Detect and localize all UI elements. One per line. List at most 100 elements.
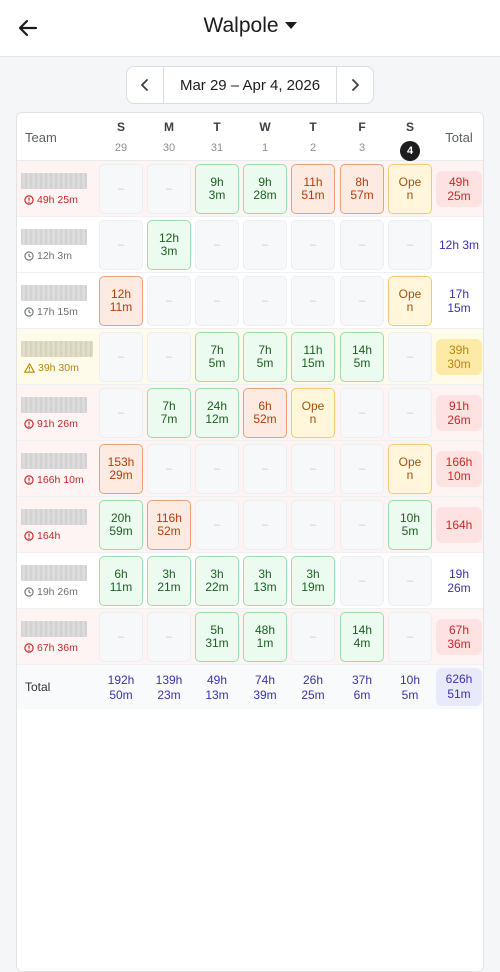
- shift-cell[interactable]: 11h 15m: [291, 332, 335, 382]
- open-shift-cell[interactable]: Ope n: [388, 444, 432, 494]
- empty-shift-cell[interactable]: –: [291, 220, 335, 270]
- shift-cell[interactable]: 8h 57m: [340, 164, 384, 214]
- next-week-button[interactable]: [337, 67, 373, 103]
- empty-shift-cell[interactable]: –: [147, 444, 191, 494]
- alert-circle-icon: [24, 195, 34, 205]
- open-shift-cell[interactable]: Ope n: [291, 388, 335, 438]
- empty-shift-cell[interactable]: –: [291, 612, 335, 662]
- member-hours: 67h 36m: [37, 642, 78, 654]
- empty-shift-cell[interactable]: –: [147, 276, 191, 326]
- empty-shift-cell[interactable]: –: [147, 164, 191, 214]
- empty-shift-cell[interactable]: –: [243, 500, 287, 550]
- member-name-redacted[interactable]: [21, 509, 87, 525]
- shift-cell[interactable]: 3h 19m: [291, 556, 335, 606]
- shift-cell[interactable]: 14h 5m: [340, 332, 384, 382]
- empty-shift-cell[interactable]: –: [340, 388, 384, 438]
- shift-cell[interactable]: 7h 7m: [147, 388, 191, 438]
- shift-value: –: [358, 518, 366, 531]
- member-name-redacted[interactable]: [21, 341, 93, 357]
- empty-shift-cell[interactable]: –: [388, 556, 432, 606]
- shift-value: –: [213, 518, 221, 531]
- shift-cell[interactable]: 3h 13m: [243, 556, 287, 606]
- page-title: Walpole: [203, 14, 279, 37]
- shift-cell[interactable]: 7h 5m: [195, 332, 239, 382]
- empty-shift-cell[interactable]: –: [99, 612, 143, 662]
- day-total-4: 26h 25m: [301, 673, 325, 702]
- shift-value: –: [117, 182, 125, 195]
- empty-shift-cell[interactable]: –: [195, 220, 239, 270]
- member-name-redacted[interactable]: [21, 285, 87, 301]
- empty-shift-cell[interactable]: –: [195, 444, 239, 494]
- shift-cell[interactable]: 116h 52m: [147, 500, 191, 550]
- empty-shift-cell[interactable]: –: [291, 444, 335, 494]
- empty-shift-cell[interactable]: –: [243, 220, 287, 270]
- empty-shift-cell[interactable]: –: [147, 332, 191, 382]
- shift-cell[interactable]: 6h 52m: [243, 388, 287, 438]
- member-name-redacted[interactable]: [21, 565, 87, 581]
- empty-shift-cell[interactable]: –: [340, 220, 384, 270]
- prev-week-button[interactable]: [127, 67, 163, 103]
- shift-value: –: [117, 238, 125, 251]
- empty-shift-cell[interactable]: –: [243, 276, 287, 326]
- empty-shift-cell[interactable]: –: [340, 444, 384, 494]
- member-name-redacted[interactable]: [21, 397, 87, 413]
- day-total-1: 139h 23m: [155, 673, 183, 702]
- shift-cell[interactable]: 7h 5m: [243, 332, 287, 382]
- empty-shift-cell[interactable]: –: [243, 444, 287, 494]
- shift-cell[interactable]: 10h 5m: [388, 500, 432, 550]
- day-of-week: F: [358, 120, 366, 134]
- shift-cell[interactable]: 12h 3m: [147, 220, 191, 270]
- day-number: 30: [147, 140, 191, 156]
- shift-cell[interactable]: 12h 11m: [99, 276, 143, 326]
- shift-cell[interactable]: 3h 21m: [147, 556, 191, 606]
- shift-value: –: [406, 238, 414, 251]
- shift-cell[interactable]: 9h 28m: [243, 164, 287, 214]
- empty-shift-cell[interactable]: –: [99, 388, 143, 438]
- empty-shift-cell[interactable]: –: [195, 276, 239, 326]
- day-number-value: 29: [114, 142, 128, 154]
- shift-value: –: [358, 574, 366, 587]
- empty-shift-cell[interactable]: –: [340, 500, 384, 550]
- back-button[interactable]: [14, 14, 42, 42]
- shift-cell[interactable]: 6h 11m: [99, 556, 143, 606]
- open-shift-cell[interactable]: Ope n: [388, 164, 432, 214]
- member-hours-summary: 39h 30m: [24, 362, 79, 374]
- day-number-value: 31: [210, 142, 224, 154]
- empty-shift-cell[interactable]: –: [99, 164, 143, 214]
- empty-shift-cell[interactable]: –: [99, 220, 143, 270]
- open-shift-cell[interactable]: Ope n: [388, 276, 432, 326]
- member-total: 17h 15m: [436, 283, 482, 319]
- empty-shift-cell[interactable]: –: [388, 220, 432, 270]
- member-name-redacted[interactable]: [21, 229, 87, 245]
- shift-cell[interactable]: 20h 59m: [99, 500, 143, 550]
- location-selector[interactable]: Walpole: [203, 14, 297, 38]
- empty-shift-cell[interactable]: –: [388, 612, 432, 662]
- member-name-redacted[interactable]: [21, 173, 87, 189]
- week-range-label[interactable]: Mar 29 – Apr 4, 2026: [163, 67, 337, 103]
- empty-shift-cell[interactable]: –: [291, 276, 335, 326]
- empty-shift-cell[interactable]: –: [388, 388, 432, 438]
- team-member-row: 19h 26m 6h 11m 3h 21m 3h 22m 3h 13m 3h 19m – – 1…: [17, 553, 483, 609]
- member-hours: 39h 30m: [38, 362, 79, 374]
- member-name-redacted[interactable]: [21, 621, 87, 637]
- empty-shift-cell[interactable]: –: [99, 332, 143, 382]
- shift-cell[interactable]: 48h 1m: [243, 612, 287, 662]
- empty-shift-cell[interactable]: –: [340, 276, 384, 326]
- member-name-redacted[interactable]: [21, 453, 87, 469]
- empty-shift-cell[interactable]: –: [195, 500, 239, 550]
- empty-shift-cell[interactable]: –: [147, 612, 191, 662]
- shift-cell[interactable]: 14h 4m: [340, 612, 384, 662]
- day-of-week: W: [259, 120, 271, 134]
- shift-value: –: [358, 406, 366, 419]
- shift-cell[interactable]: 24h 12m: [195, 388, 239, 438]
- shift-cell[interactable]: 11h 51m: [291, 164, 335, 214]
- shift-value: 3h 19m: [301, 567, 325, 594]
- shift-cell[interactable]: 5h 31m: [195, 612, 239, 662]
- shift-cell[interactable]: 3h 22m: [195, 556, 239, 606]
- shift-value: –: [358, 238, 366, 251]
- shift-cell[interactable]: 153h 29m: [99, 444, 143, 494]
- empty-shift-cell[interactable]: –: [340, 556, 384, 606]
- empty-shift-cell[interactable]: –: [388, 332, 432, 382]
- empty-shift-cell[interactable]: –: [291, 500, 335, 550]
- shift-cell[interactable]: 9h 3m: [195, 164, 239, 214]
